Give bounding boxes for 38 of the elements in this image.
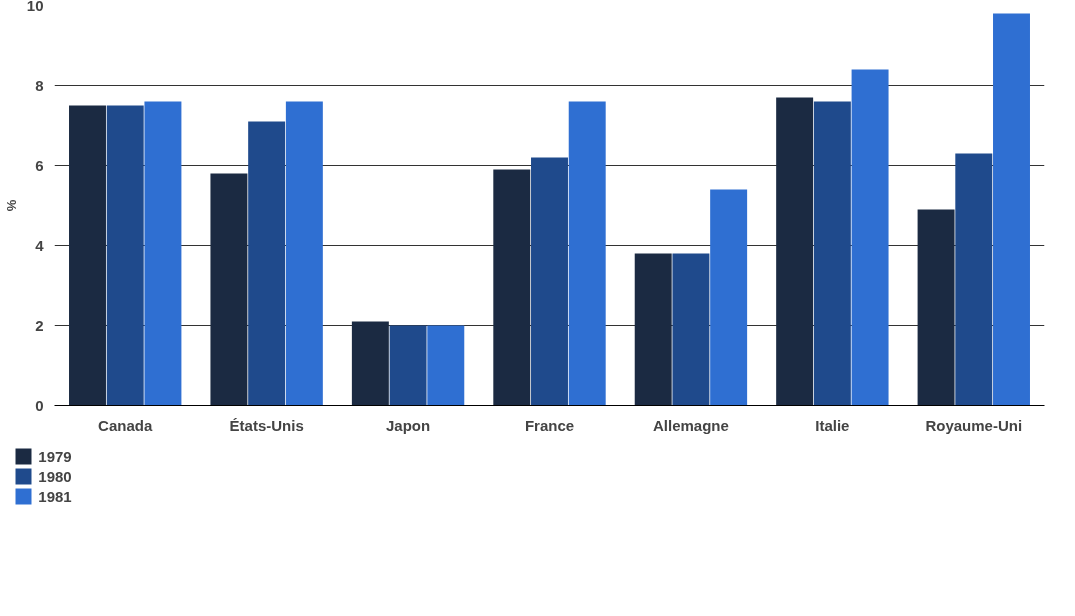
- legend-label: 1981: [38, 487, 72, 505]
- x-tick-label: Italie: [815, 416, 850, 434]
- bar: [672, 253, 710, 406]
- y-tick-label: 8: [35, 76, 44, 94]
- bar: [634, 253, 672, 406]
- x-tick-label: Allemagne: [653, 416, 729, 434]
- x-tick-label: Japon: [385, 416, 431, 434]
- bar: [710, 189, 748, 406]
- bar: [144, 101, 182, 406]
- bar: [106, 105, 144, 406]
- bar: [351, 321, 389, 406]
- bar: [389, 325, 427, 406]
- bar: [69, 105, 106, 406]
- y-tick-label: 10: [26, 0, 44, 14]
- bar: [493, 169, 531, 406]
- x-tick-label: France: [524, 416, 575, 434]
- bar: [248, 121, 286, 406]
- y-tick-label: 0: [35, 396, 44, 414]
- bar: [531, 157, 568, 406]
- bar: [568, 101, 606, 406]
- y-axis-title: %: [3, 199, 19, 212]
- legend-label: 1979: [38, 447, 72, 465]
- bar: [210, 173, 248, 406]
- y-tick-label: 2: [35, 316, 44, 334]
- legend-label: 1980: [38, 467, 72, 485]
- bar: [427, 325, 465, 406]
- bar: [285, 101, 323, 406]
- bar: [955, 153, 993, 406]
- bar: [993, 13, 1030, 406]
- bar: [917, 209, 955, 406]
- x-tick-label: États-Unis: [229, 416, 304, 434]
- y-tick-label: 4: [35, 236, 45, 254]
- x-tick-label: Royaume-Uni: [925, 416, 1023, 434]
- x-tick-label: Canada: [98, 416, 153, 434]
- y-tick-label: 6: [35, 156, 44, 174]
- bar: [813, 101, 851, 406]
- bar: [851, 69, 889, 406]
- bar: [776, 97, 814, 406]
